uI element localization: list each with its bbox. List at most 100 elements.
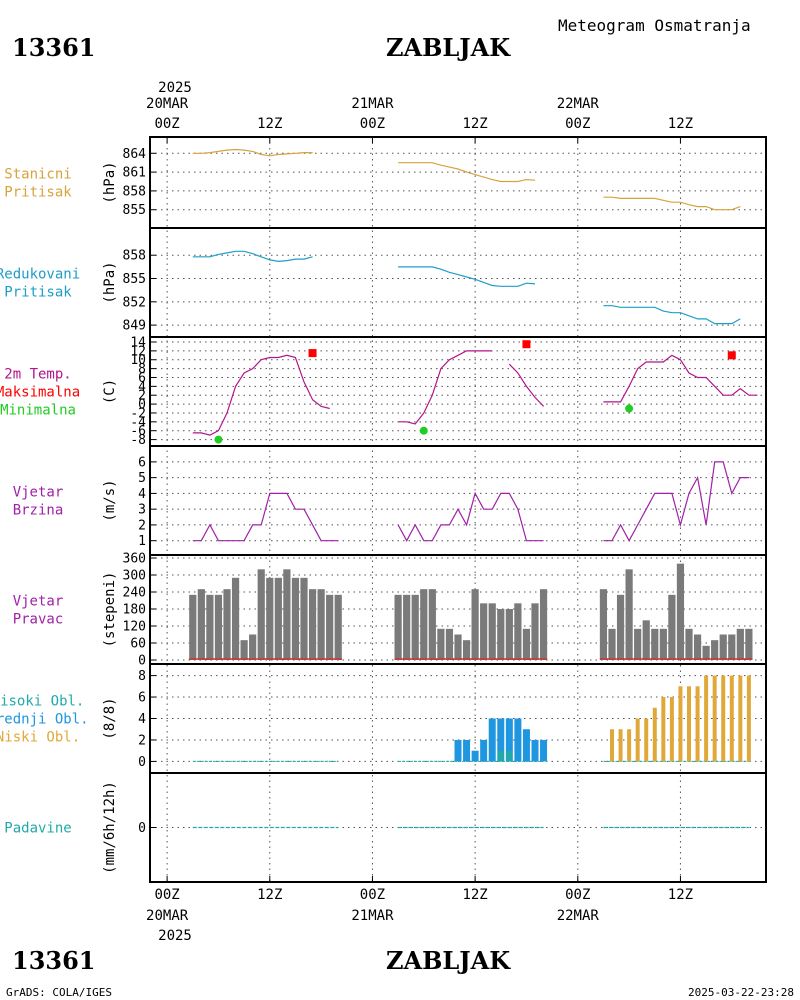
y-tick-label: 6: [138, 691, 146, 706]
direction-bar: [531, 603, 539, 660]
y-tick-label: 852: [123, 295, 146, 310]
cloud-bar: [635, 718, 640, 762]
cloud-bar: [738, 675, 743, 762]
y-tick-label: 360: [123, 552, 146, 567]
y-tick-label: -8: [130, 433, 146, 448]
direction-bar: [651, 628, 659, 660]
bottom-date-label: 20MAR: [146, 908, 189, 924]
min-marker: [419, 426, 428, 435]
direction-bar: [249, 634, 257, 660]
legend-label: Minimalna: [0, 403, 76, 419]
y-tick-label: 300: [123, 569, 146, 584]
top-hour-label: 12Z: [257, 116, 282, 132]
direction-bar: [197, 589, 205, 660]
y-tick-label: 12: [130, 344, 146, 359]
y-tick-label: 849: [123, 319, 146, 334]
direction-bar: [257, 569, 265, 660]
direction-bar: [642, 620, 650, 660]
direction-bar: [454, 634, 462, 660]
y-tick-label: 14: [130, 336, 146, 351]
direction-bar: [685, 628, 693, 660]
series-line: [603, 354, 758, 403]
legend-label: Maksimalna: [0, 385, 80, 401]
series-line: [398, 266, 536, 287]
direction-bar: [625, 569, 633, 660]
direction-bar: [497, 609, 505, 660]
y-tick-label: 60: [130, 637, 146, 652]
cloud-bar: [721, 675, 726, 762]
y-tick-label: 0: [138, 654, 146, 669]
top-hour-label: 00Z: [565, 116, 590, 132]
cloud-bar: [746, 675, 751, 762]
direction-bar: [616, 594, 625, 660]
max-marker: [308, 349, 317, 358]
y-axis-label: (stepeni): [102, 572, 118, 648]
direction-bar: [291, 577, 300, 660]
legend-label: Brzina: [13, 503, 64, 519]
direction-bar: [428, 589, 436, 660]
y-tick-label: 6: [138, 455, 146, 470]
direction-bar: [394, 594, 402, 660]
direction-bar: [719, 634, 727, 660]
bottom-date-label: 21MAR: [351, 908, 394, 924]
legend-label: Redukovani: [0, 267, 80, 283]
min-marker: [625, 404, 634, 413]
y-tick-label: 3: [138, 503, 146, 518]
y-tick-label: 10: [130, 353, 146, 368]
y-axis-label: (mm/6h/12h): [102, 781, 118, 874]
panels: 20MAR00Z00Z20MAR12Z12Z21MAR00Z00Z21MAR12…: [0, 96, 767, 924]
legend-label: Visoki Obl.: [0, 694, 84, 710]
cloud-bar: [540, 739, 548, 762]
cloud-bar: [497, 750, 504, 762]
cloud-bar: [497, 718, 505, 762]
series-line: [192, 354, 330, 436]
footer-timestamp: 2025-03-22-23:28: [688, 986, 794, 999]
panel-stanicni-pritisak: Stanicni Pritisak (hPa) 855 858 861 864: [4, 147, 766, 218]
y-axis-label: (8/8): [102, 697, 118, 739]
top-year-label: 2025: [158, 80, 192, 96]
cloud-bar: [704, 675, 709, 762]
y-tick-label: 2: [138, 389, 146, 404]
max-marker: [522, 340, 531, 349]
legend-label: Padavine: [4, 821, 71, 837]
cloud-bar: [661, 697, 666, 762]
y-tick-label: 6: [138, 371, 146, 386]
y-tick-label: 0: [138, 398, 146, 413]
top-date-label: 20MAR: [146, 96, 189, 112]
top-hour-label: 00Z: [154, 116, 179, 132]
y-tick-label: 864: [123, 147, 147, 162]
bottom-hour-label: 12Z: [462, 887, 487, 903]
y-tick-label: 855: [123, 203, 146, 218]
cloud-bar: [480, 739, 488, 762]
y-tick-label: 2: [138, 733, 146, 748]
station-name-top: ZABLJAK: [386, 33, 511, 62]
station-id-bottom: 13361: [12, 946, 96, 975]
legend-label: Pravac: [13, 612, 64, 628]
legend-label: Vjetar: [13, 485, 64, 501]
direction-bar: [728, 634, 736, 660]
direction-bar: [471, 589, 479, 660]
y-tick-label: -2: [130, 406, 146, 421]
cloud-bar: [514, 718, 522, 762]
bottom-date-label: 22MAR: [557, 908, 600, 924]
cloud-bar: [531, 739, 539, 762]
y-tick-label: 8: [138, 669, 146, 684]
series-line: [508, 363, 545, 407]
y-tick-label: 858: [123, 249, 146, 264]
station-name-bottom: ZABLJAK: [386, 946, 511, 975]
top-hour-label: 00Z: [360, 116, 385, 132]
direction-bar: [488, 603, 496, 660]
direction-bar: [668, 594, 676, 660]
min-marker: [214, 435, 223, 444]
cloud-bar: [695, 686, 700, 762]
y-tick-label: 0: [138, 755, 146, 770]
bottom-hour-label: 00Z: [154, 887, 179, 903]
direction-bar: [223, 589, 231, 660]
direction-bar: [214, 594, 223, 660]
y-tick-label: 1: [138, 534, 146, 549]
direction-bar: [274, 577, 282, 660]
direction-bar: [599, 589, 608, 660]
series-line: [603, 196, 741, 211]
